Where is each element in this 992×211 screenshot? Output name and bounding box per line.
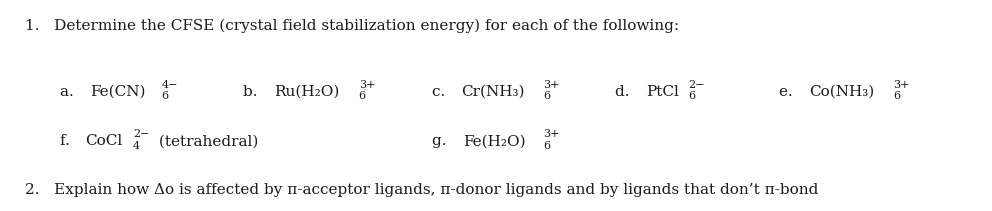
Text: 6: 6 <box>162 91 169 101</box>
Text: 6: 6 <box>893 91 901 101</box>
Text: 3+: 3+ <box>544 129 560 139</box>
Text: c.: c. <box>432 85 454 99</box>
Text: Cr(NH₃): Cr(NH₃) <box>461 85 525 99</box>
Text: 6: 6 <box>688 91 695 101</box>
Text: b.: b. <box>243 85 267 99</box>
Text: Fe(H₂O): Fe(H₂O) <box>463 134 526 148</box>
Text: d.: d. <box>615 85 639 99</box>
Text: a.: a. <box>60 85 83 99</box>
Text: 6: 6 <box>359 91 366 101</box>
Text: f.: f. <box>60 134 79 148</box>
Text: e.: e. <box>779 85 803 99</box>
Text: Co(NH₃): Co(NH₃) <box>809 85 874 99</box>
Text: Fe(CN): Fe(CN) <box>90 85 146 99</box>
Text: (tetrahedral): (tetrahedral) <box>154 134 259 148</box>
Text: g.: g. <box>432 134 455 148</box>
Text: 6: 6 <box>544 91 551 101</box>
Text: 4: 4 <box>133 141 140 151</box>
Text: 2.   Explain how Δo is affected by π-acceptor ligands, π-donor ligands and by li: 2. Explain how Δo is affected by π-accep… <box>25 183 818 197</box>
Text: 6: 6 <box>544 141 551 151</box>
Text: 2−: 2− <box>688 80 705 90</box>
Text: 1.   Determine the CFSE (crystal field stabilization energy) for each of the fol: 1. Determine the CFSE (crystal field sta… <box>25 18 679 32</box>
Text: 3+: 3+ <box>893 80 910 90</box>
Text: 4−: 4− <box>162 80 178 90</box>
Text: 2−: 2− <box>133 129 150 139</box>
Text: PtCl: PtCl <box>647 85 680 99</box>
Text: 3+: 3+ <box>359 80 375 90</box>
Text: Ru(H₂O): Ru(H₂O) <box>275 85 339 99</box>
Text: 3+: 3+ <box>544 80 559 90</box>
Text: CoCl: CoCl <box>85 134 122 148</box>
